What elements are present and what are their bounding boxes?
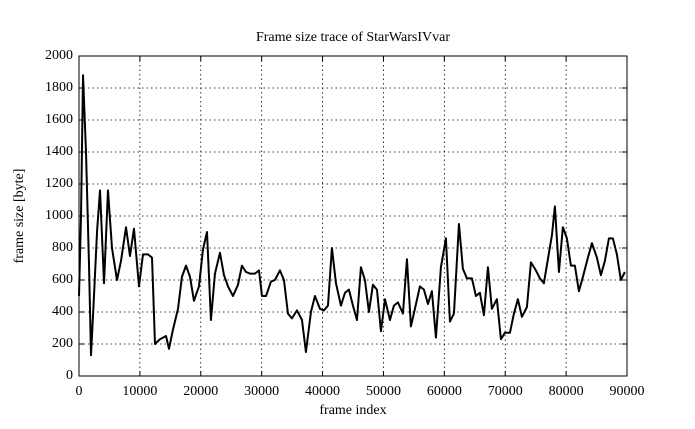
x-tick-label: 0 [76,384,83,399]
x-tick-label: 20000 [183,384,218,399]
y-tick-label: 1200 [45,176,73,191]
y-axis-label: frame size [byte] [12,169,27,264]
y-tick-label: 600 [52,272,73,287]
x-tick-label: 90000 [610,384,645,399]
y-tick-label: 2000 [45,48,73,63]
y-tick-label: 1000 [45,208,73,223]
y-tick-label: 0 [66,368,73,383]
x-tick-label: 10000 [122,384,157,399]
y-tick-label: 800 [52,240,73,255]
data-line [78,74,626,357]
x-tick-label: 70000 [488,384,523,399]
x-tick-label: 30000 [244,384,279,399]
y-tick-label: 1800 [45,80,73,95]
y-tick-label: 200 [52,336,73,351]
chart-title: Frame size trace of StarWarsIVvar [256,30,450,45]
y-tick-label: 1600 [45,112,73,127]
x-tick-label: 60000 [427,384,462,399]
x-tick-label: 50000 [366,384,401,399]
plot-frame [78,55,628,377]
x-tick-label: 40000 [305,384,340,399]
y-tick-label: 1400 [45,144,73,159]
y-tick-label: 400 [52,304,73,319]
x-axis-label: frame index [319,403,386,418]
x-tick-label: 80000 [549,384,584,399]
